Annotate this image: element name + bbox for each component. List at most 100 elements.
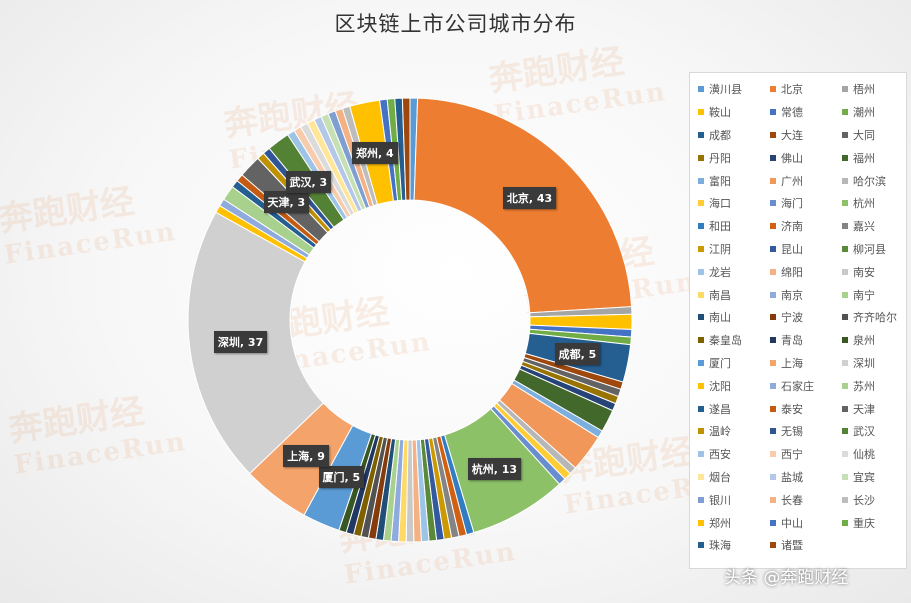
data-label-厦门: 厦门, 5 [318, 465, 365, 488]
legend-swatch [770, 245, 776, 252]
legend-label: 潮州 [853, 106, 875, 120]
legend-item: 大同 [842, 124, 911, 147]
legend-label: 佛山 [781, 151, 803, 165]
data-label-北京: 北京, 43 [502, 186, 557, 209]
legend-label: 天津 [853, 402, 875, 416]
legend-item: 杭州 [842, 192, 911, 215]
legend-swatch [698, 200, 704, 207]
legend-item: 烟台 [698, 466, 770, 489]
legend-label: 西宁 [781, 448, 803, 462]
legend-label: 成都 [709, 128, 731, 142]
legend-label: 上海 [781, 356, 803, 370]
legend-item: 长沙 [842, 488, 911, 511]
legend-item: 成都 [698, 124, 770, 147]
legend-label: 武汉 [853, 425, 875, 439]
legend-label: 厦门 [709, 356, 731, 370]
legend-label: 北京 [781, 83, 803, 97]
legend-item: 南京 [770, 283, 842, 306]
legend: 潢川县 北京 梧州 鞍山 常德 潮州 成都 大连 大同 丹阳 佛山 福州 富阳 广州 哈尔滨 海口 海门 杭州 和田… [689, 72, 907, 569]
legend-item: 秦皇岛 [698, 329, 770, 352]
legend-label: 中山 [781, 516, 803, 530]
legend-label: 长春 [781, 493, 803, 507]
legend-swatch [842, 382, 848, 389]
legend-swatch [770, 519, 776, 526]
legend-label: 济南 [781, 220, 803, 234]
legend-label: 海门 [781, 197, 803, 211]
credit-text: 头条 @奔跑财经 [724, 568, 849, 588]
donut-slices [187, 97, 633, 543]
data-label-深圳: 深圳, 37 [213, 330, 268, 353]
legend-swatch [842, 428, 848, 435]
legend-swatch [698, 428, 704, 435]
legend-item: 宜宾 [842, 466, 911, 489]
legend-swatch [770, 473, 776, 480]
legend-swatch [698, 451, 704, 458]
legend-swatch [698, 109, 704, 116]
slice-诸暨 [401, 97, 411, 201]
legend-item: 丹阳 [698, 146, 770, 169]
legend-label: 长沙 [853, 493, 875, 507]
data-label-成都: 成都, 5 [554, 342, 601, 365]
legend-label: 南京 [781, 288, 803, 302]
legend-item: 深圳 [842, 352, 911, 375]
legend-item: 仙桃 [842, 443, 911, 466]
legend-swatch [698, 291, 704, 298]
legend-item: 武汉 [842, 420, 911, 443]
legend-item: 珠海 [698, 534, 770, 557]
legend-label: 沈阳 [709, 379, 731, 393]
legend-item: 广州 [770, 169, 842, 192]
legend-item: 佛山 [770, 146, 842, 169]
legend-item: 厦门 [698, 352, 770, 375]
legend-swatch [770, 542, 776, 549]
legend-swatch [698, 268, 704, 275]
legend-swatch [842, 86, 848, 93]
legend-swatch [770, 314, 776, 321]
legend-item: 上海 [770, 352, 842, 375]
legend-swatch [770, 405, 776, 412]
data-label-天津: 天津, 3 [263, 190, 310, 213]
legend-item: 哈尔滨 [842, 169, 911, 192]
legend-swatch [770, 131, 776, 138]
legend-swatch [770, 382, 776, 389]
legend-swatch [842, 496, 848, 503]
legend-label: 无锡 [781, 425, 803, 439]
legend-swatch [770, 268, 776, 275]
legend-label: 杭州 [853, 197, 875, 211]
legend-swatch [842, 291, 848, 298]
legend-swatch [698, 154, 704, 161]
legend-label: 大连 [781, 128, 803, 142]
legend-item: 银川 [698, 488, 770, 511]
legend-item: 温岭 [698, 420, 770, 443]
legend-label: 龙岩 [709, 265, 731, 279]
legend-item: 无锡 [770, 420, 842, 443]
legend-label: 烟台 [709, 470, 731, 484]
legend-label: 石家庄 [781, 379, 814, 393]
legend-label: 秦皇岛 [709, 334, 742, 348]
legend-label: 潢川县 [709, 83, 742, 97]
legend-item: 和田 [698, 215, 770, 238]
legend-swatch [698, 131, 704, 138]
legend-swatch [698, 496, 704, 503]
legend-label: 南宁 [853, 288, 875, 302]
legend-swatch [770, 177, 776, 184]
legend-swatch [770, 337, 776, 344]
legend-swatch [770, 451, 776, 458]
legend-label: 青岛 [781, 334, 803, 348]
legend-swatch [698, 542, 704, 549]
data-label-杭州: 杭州, 13 [467, 457, 522, 480]
legend-swatch [698, 405, 704, 412]
legend-swatch [770, 109, 776, 116]
legend-swatch [698, 223, 704, 230]
legend-item: 泉州 [842, 329, 911, 352]
legend-item: 潢川县 [698, 78, 770, 101]
legend-swatch [770, 200, 776, 207]
legend-item: 西安 [698, 443, 770, 466]
legend-item: 柳河县 [842, 238, 911, 261]
legend-label: 诸暨 [781, 539, 803, 553]
legend-swatch [698, 314, 704, 321]
legend-label: 苏州 [853, 379, 875, 393]
legend-item: 盐城 [770, 466, 842, 489]
legend-swatch [698, 86, 704, 93]
legend-label: 齐齐哈尔 [853, 311, 897, 325]
legend-item: 苏州 [842, 374, 911, 397]
